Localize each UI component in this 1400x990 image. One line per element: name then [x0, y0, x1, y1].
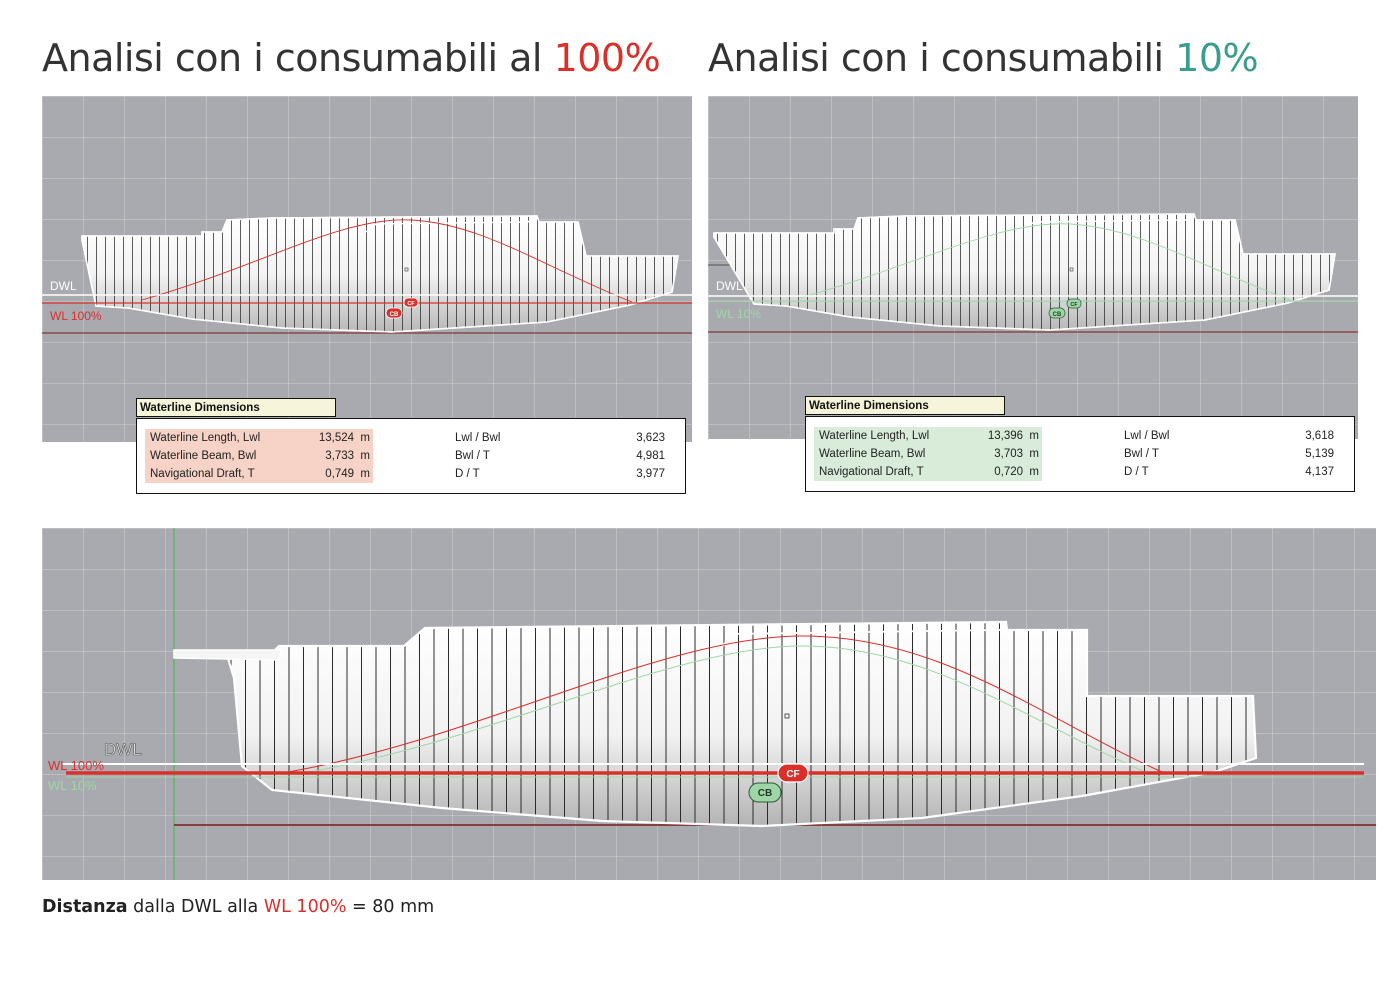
dimension-row: Waterline Length, Lwl 13,524 m: [145, 429, 373, 447]
dwl-label: DWL: [716, 279, 743, 293]
caption-highlight: WL 100%: [263, 897, 347, 917]
cf-label: CF: [786, 769, 799, 780]
dimension-row: Waterline Beam, Bwl 3,733 m: [145, 447, 373, 465]
cf-label: CF: [1070, 302, 1078, 308]
caption-text: dalla DWL alla: [127, 897, 264, 917]
dwl-label: DWL: [104, 740, 142, 759]
station-lines: [226, 622, 1256, 826]
wl-10-label: WL 10%: [716, 307, 761, 321]
heading-consumables-100: Analisi con i consumabili al 100%: [42, 36, 661, 80]
cf-marker: [403, 297, 419, 308]
dimensions-highlight: Waterline Length, Lwl 13,524 m Waterline…: [145, 429, 373, 483]
sectional-area-curve-100: [287, 635, 1163, 773]
ratio-label: Lwl / Bwl: [455, 432, 501, 444]
centroid-marker: [404, 267, 409, 272]
ratio-label: D / T: [1124, 466, 1149, 478]
heading-prefix: Analisi con i consumabili: [708, 36, 1176, 80]
sectional-area-curve-10: [297, 645, 1151, 775]
ratio-value: 4,981: [636, 450, 665, 462]
hull-profile-outline: [224, 620, 1258, 828]
dimensions-box: Waterline Length, Lwl 13,524 m Waterline…: [136, 418, 686, 494]
ratio-label: Bwl / T: [1124, 448, 1159, 460]
centroid-marker: [1069, 267, 1074, 272]
dimensions-title: Waterline Dimensions: [805, 396, 1005, 415]
deckhouse-outline: [365, 215, 538, 233]
sectional-area-curve: [799, 223, 1291, 301]
wl-100-label: WL 100%: [48, 758, 104, 773]
dimension-row: Waterline Beam, Bwl 3,703 m: [814, 445, 1042, 463]
cb-marker: [1048, 307, 1066, 319]
dimension-row: Waterline Length, Lwl 13,396 m: [814, 427, 1042, 445]
hull-comparison-drawing: DWL WL 100% WL 10% CF CB: [48, 528, 1376, 880]
dimension-value: 13,396 m: [987, 430, 1039, 442]
ratio-label: Bwl / T: [455, 450, 490, 462]
wl-10-label: WL 10%: [48, 778, 97, 793]
dimension-label: Waterline Beam, Bwl: [819, 448, 926, 460]
dimension-value: 13,524 m: [318, 432, 370, 444]
cb-label: CB: [1053, 312, 1062, 318]
heading-prefix: Analisi con i consumabili al: [42, 36, 554, 80]
hull-profile-outline: [713, 213, 1336, 331]
ratio-row: Bwl / T 5,139: [1124, 445, 1334, 463]
caption-bold: Distanza: [42, 897, 128, 917]
hull-comparison-viewport[interactable]: DWL WL 100% WL 10% CF CB: [42, 528, 1376, 880]
distance-caption: Distanza dalla DWL alla WL 100% = 80 mm: [42, 897, 434, 917]
heading-consumables-10: Analisi con i consumabili 10%: [708, 36, 1259, 80]
dimensions-box: Waterline Length, Lwl 13,396 m Waterline…: [805, 416, 1355, 492]
cf-marker: [1066, 298, 1082, 309]
waterline-dimensions-100: Waterline Dimensions Waterline Length, L…: [136, 398, 688, 496]
ratio-row: Lwl / Bwl 3,623: [455, 429, 665, 447]
bowsprit-outline: [173, 649, 284, 661]
hull-profile-outline: [81, 215, 679, 333]
ratio-row: Bwl / T 4,981: [455, 447, 665, 465]
deckhouse-outline: [711, 621, 1007, 661]
station-lines: [82, 216, 678, 332]
hull-viewport-10[interactable]: DWL WL 10% CF CB: [708, 96, 1358, 439]
cb-marker: [385, 307, 403, 319]
deckhouse-outline: [1023, 213, 1195, 231]
ratio-label: Lwl / Bwl: [1124, 430, 1170, 442]
cb-marker: [748, 782, 782, 803]
dimensions-highlight: Waterline Length, Lwl 13,396 m Waterline…: [814, 427, 1042, 481]
dimension-label: Navigational Draft, T: [150, 468, 255, 480]
hull-drawing-100: DWL WL 100% CF CB: [42, 215, 692, 334]
ratio-value: 5,139: [1305, 448, 1334, 460]
cf-marker: [777, 763, 809, 783]
dimension-row: Navigational Draft, T 0,749 m: [145, 465, 373, 483]
centroid-marker: [784, 713, 790, 719]
ratio-label: D / T: [455, 468, 480, 480]
dimension-label: Waterline Beam, Bwl: [150, 450, 257, 462]
ratio-value: 3,623: [636, 432, 665, 444]
ratio-value: 4,137: [1305, 466, 1334, 478]
hull-viewport-100[interactable]: DWL WL 100% CF CB: [42, 96, 692, 442]
ratio-value: 3,618: [1305, 430, 1334, 442]
dimension-label: Waterline Length, Lwl: [819, 430, 930, 442]
dimension-value: 0,720 m: [994, 466, 1039, 478]
cf-label: CF: [407, 301, 415, 307]
dimension-value: 3,733 m: [325, 450, 370, 462]
caption-text-end: = 80 mm: [346, 897, 435, 917]
ratio-value: 3,977: [636, 468, 665, 480]
dimension-value: 0,749 m: [325, 468, 370, 480]
waterline-dimensions-10: Waterline Dimensions Waterline Length, L…: [805, 396, 1357, 494]
ratio-row: Lwl / Bwl 3,618: [1124, 427, 1334, 445]
ratio-row: D / T 4,137: [1124, 463, 1334, 481]
wl-100-label: WL 100%: [50, 309, 102, 323]
dimension-label: Navigational Draft, T: [819, 466, 924, 478]
dimension-value: 3,703 m: [994, 448, 1039, 460]
heading-percentage: 100%: [553, 36, 661, 80]
cb-label: CB: [758, 788, 772, 799]
dimension-row: Navigational Draft, T 0,720 m: [814, 463, 1042, 481]
cb-label: CB: [390, 312, 399, 318]
dwl-label: DWL: [50, 279, 77, 293]
dimensions-title: Waterline Dimensions: [136, 398, 336, 417]
hull-drawing-10: DWL WL 10% CF CB: [708, 213, 1358, 333]
sectional-area-curve: [141, 219, 633, 303]
ratio-row: D / T 3,977: [455, 465, 665, 483]
heading-percentage: 10%: [1175, 36, 1259, 80]
dimension-label: Waterline Length, Lwl: [150, 432, 261, 444]
